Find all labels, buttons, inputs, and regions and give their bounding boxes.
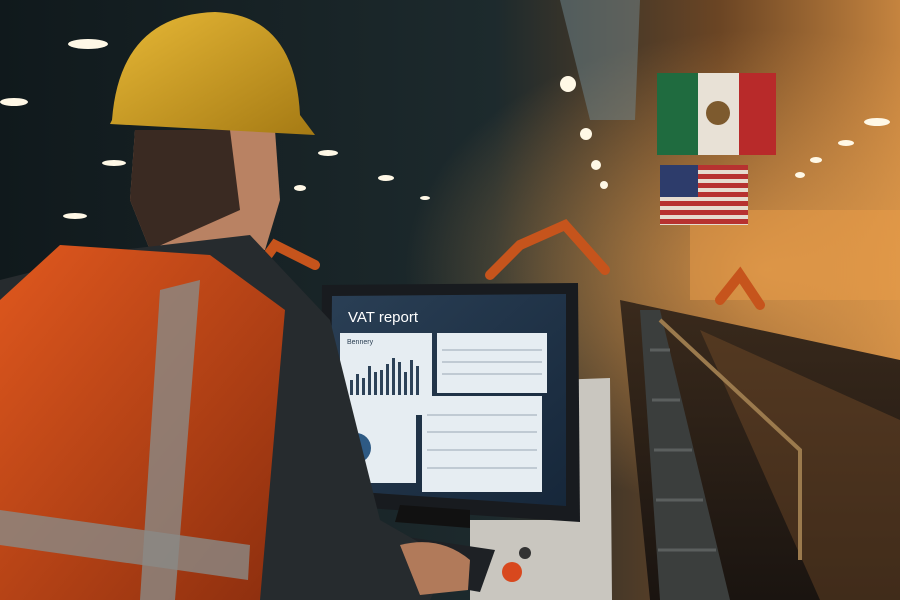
panel-bars-part (368, 366, 371, 395)
mexico-flag-part (739, 73, 776, 155)
ceiling-lights-part (600, 181, 608, 189)
mexico-flag (657, 73, 776, 155)
usa-flag-part-part (660, 201, 748, 206)
ceiling-lights-part (102, 160, 126, 166)
ceiling-lights-part (810, 157, 822, 163)
table-panel (437, 333, 547, 393)
panel-bars-part (362, 378, 365, 395)
screen-title: VAT report (348, 309, 419, 326)
usa-flag-part-part (660, 210, 748, 215)
usa-flag-part-part (660, 165, 748, 170)
ceiling-lights-part (294, 185, 306, 191)
vest (0, 245, 285, 600)
reflective-stripe (140, 280, 200, 600)
ceiling-lights-part (0, 98, 28, 106)
ceiling-lights-part (580, 128, 592, 140)
ceiling-lights-part (864, 118, 890, 126)
ceiling-lights-part (63, 213, 87, 219)
ceiling-lights-part (68, 39, 108, 49)
panel-bars-part (416, 366, 419, 395)
panel-bars (350, 358, 419, 395)
detail-panel (422, 396, 542, 492)
monitor: VAT report Bennery (320, 283, 580, 528)
table-lines (427, 349, 542, 469)
mexico-flag-part (706, 101, 730, 125)
ceiling-lights-part (838, 140, 854, 146)
panel-bars-part (386, 364, 389, 395)
panel-bars-part (404, 372, 407, 395)
worker (0, 12, 470, 600)
usa-flag-part-part (660, 192, 748, 197)
monitor-stand (395, 505, 470, 528)
railing (658, 318, 802, 560)
mexico-flag-part (657, 73, 698, 155)
ceiling-lights-part (795, 172, 805, 178)
usa-flag-part-part (660, 174, 748, 179)
usa-flag (660, 165, 748, 225)
usa-flag-part (660, 165, 748, 224)
ceiling-lights-part (560, 76, 576, 92)
panel-bars-part (380, 370, 383, 395)
conveyor-part (650, 348, 716, 552)
ceiling-lights-part (378, 175, 394, 181)
hard-hat (110, 12, 315, 135)
button (519, 547, 531, 559)
ceiling-lights-part (318, 150, 338, 156)
usa-flag-part-part (660, 183, 748, 188)
hair (130, 130, 240, 250)
ceiling-lights-part (420, 196, 430, 200)
conveyor (640, 310, 802, 600)
panel-bars-part (356, 374, 359, 395)
hand (400, 542, 470, 595)
ceiling-lights (0, 39, 890, 219)
usa-flag-part-part (660, 219, 748, 224)
panel-bars-part (410, 360, 413, 395)
panel-bars-part (374, 372, 377, 395)
panel-label: Bennery (347, 339, 374, 346)
ceiling-lights-part (591, 160, 601, 170)
panel-bars-part (350, 380, 353, 395)
usa-flag-part (660, 165, 698, 197)
skylight (560, 0, 640, 120)
conveyor-part (640, 310, 730, 600)
reflective-stripe (0, 510, 250, 580)
panel-bars-part (392, 358, 395, 395)
red-button (502, 562, 522, 582)
robot-arms-part (715, 266, 765, 310)
panel-bars-part (398, 362, 401, 395)
robot-arms-part (485, 218, 610, 280)
